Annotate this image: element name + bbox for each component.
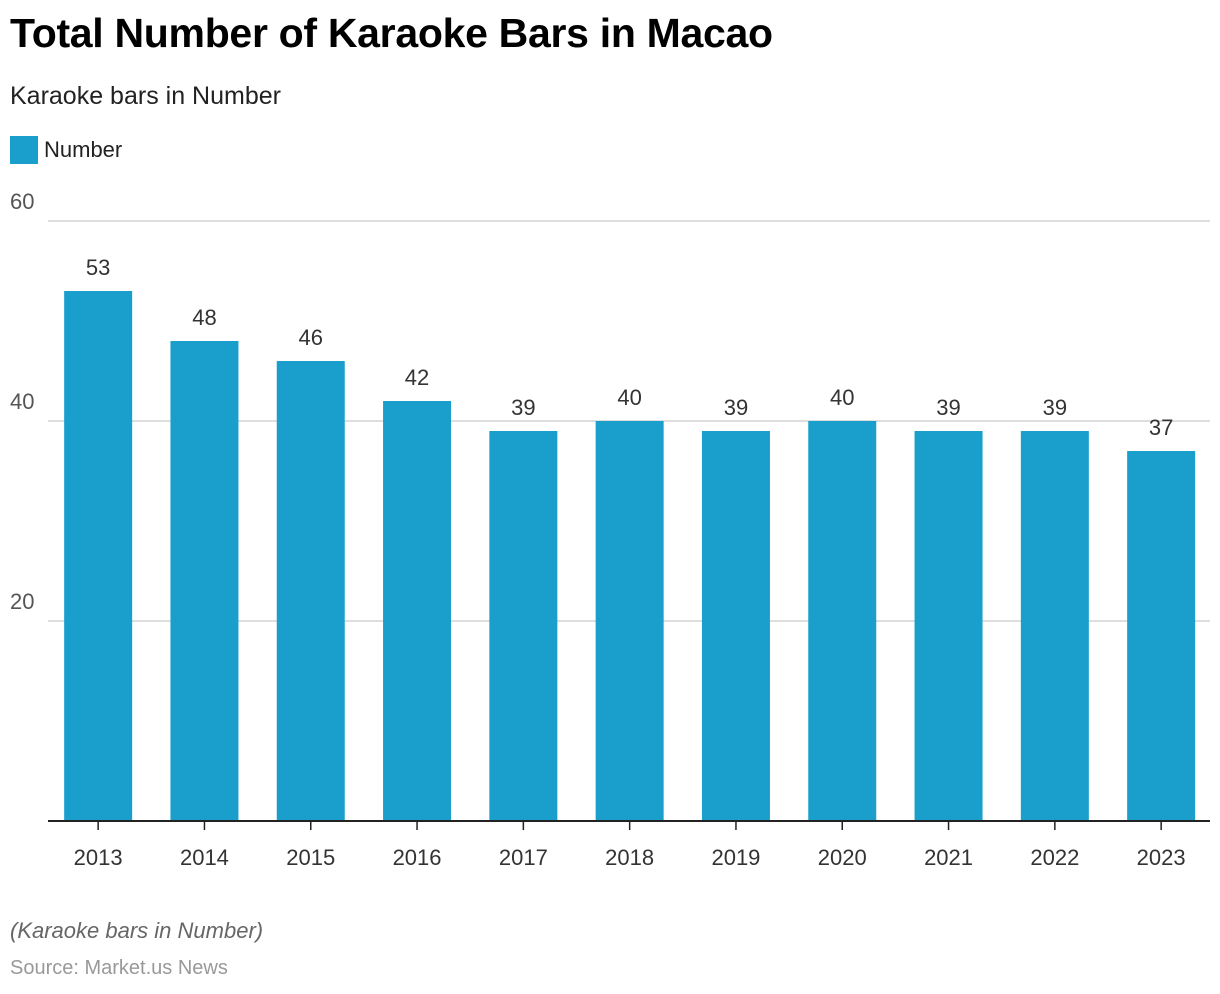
data-label-2014: 48 xyxy=(192,305,216,330)
x-tick-label-2022: 2022 xyxy=(1030,845,1079,870)
legend-label: Number xyxy=(44,137,123,162)
bar-2022 xyxy=(1020,431,1089,821)
data-label-2015: 46 xyxy=(299,325,323,350)
bar-2014 xyxy=(170,341,239,821)
y-tick-label-40: 40 xyxy=(10,389,34,414)
bar-2016 xyxy=(383,401,452,821)
bar-2023 xyxy=(1127,451,1196,821)
data-label-2016: 42 xyxy=(405,365,429,390)
legend: Number xyxy=(10,136,122,164)
x-tick-label-2016: 2016 xyxy=(393,845,442,870)
x-tick-label-2020: 2020 xyxy=(818,845,867,870)
bar-2018 xyxy=(595,421,664,821)
bar-2019 xyxy=(701,431,770,821)
bar-2021 xyxy=(914,431,983,821)
bar-2017 xyxy=(489,431,558,821)
data-label-2013: 53 xyxy=(86,255,110,280)
bars xyxy=(64,291,1196,821)
x-tick-label-2018: 2018 xyxy=(605,845,654,870)
chart-subtitle: Karaoke bars in Number xyxy=(10,82,281,110)
y-tick-label-20: 20 xyxy=(10,589,34,614)
legend-swatch xyxy=(10,136,38,164)
y-tick-label-60: 60 xyxy=(10,189,34,214)
x-tick-label-2015: 2015 xyxy=(286,845,335,870)
data-label-2021: 39 xyxy=(936,395,960,420)
data-label-2022: 39 xyxy=(1043,395,1067,420)
x-tick-label-2023: 2023 xyxy=(1137,845,1186,870)
data-label-2018: 40 xyxy=(617,385,641,410)
chart-title: Total Number of Karaoke Bars in Macao xyxy=(10,10,773,56)
bar-2020 xyxy=(808,421,877,821)
x-tick-label-2021: 2021 xyxy=(924,845,973,870)
x-tick-label-2014: 2014 xyxy=(180,845,229,870)
data-label-2019: 39 xyxy=(724,395,748,420)
x-tick-label-2017: 2017 xyxy=(499,845,548,870)
data-label-2023: 37 xyxy=(1149,415,1173,440)
bar-2015 xyxy=(276,361,345,821)
y-axis-ticks: 20 40 60 xyxy=(10,189,34,614)
data-label-2017: 39 xyxy=(511,395,535,420)
x-tick-label-2013: 2013 xyxy=(74,845,123,870)
data-label-2020: 40 xyxy=(830,385,854,410)
x-tick-label-2019: 2019 xyxy=(711,845,760,870)
data-labels: 53 48 46 42 39 40 39 40 39 39 37 xyxy=(86,255,1173,440)
x-axis: 2013 2014 2015 2016 2017 2018 2019 2020 2021 2022… xyxy=(48,820,1210,870)
footnote: (Karaoke bars in Number) xyxy=(10,918,264,943)
source-note: Source: Market.us News xyxy=(10,957,228,979)
bar-2013 xyxy=(64,291,133,821)
